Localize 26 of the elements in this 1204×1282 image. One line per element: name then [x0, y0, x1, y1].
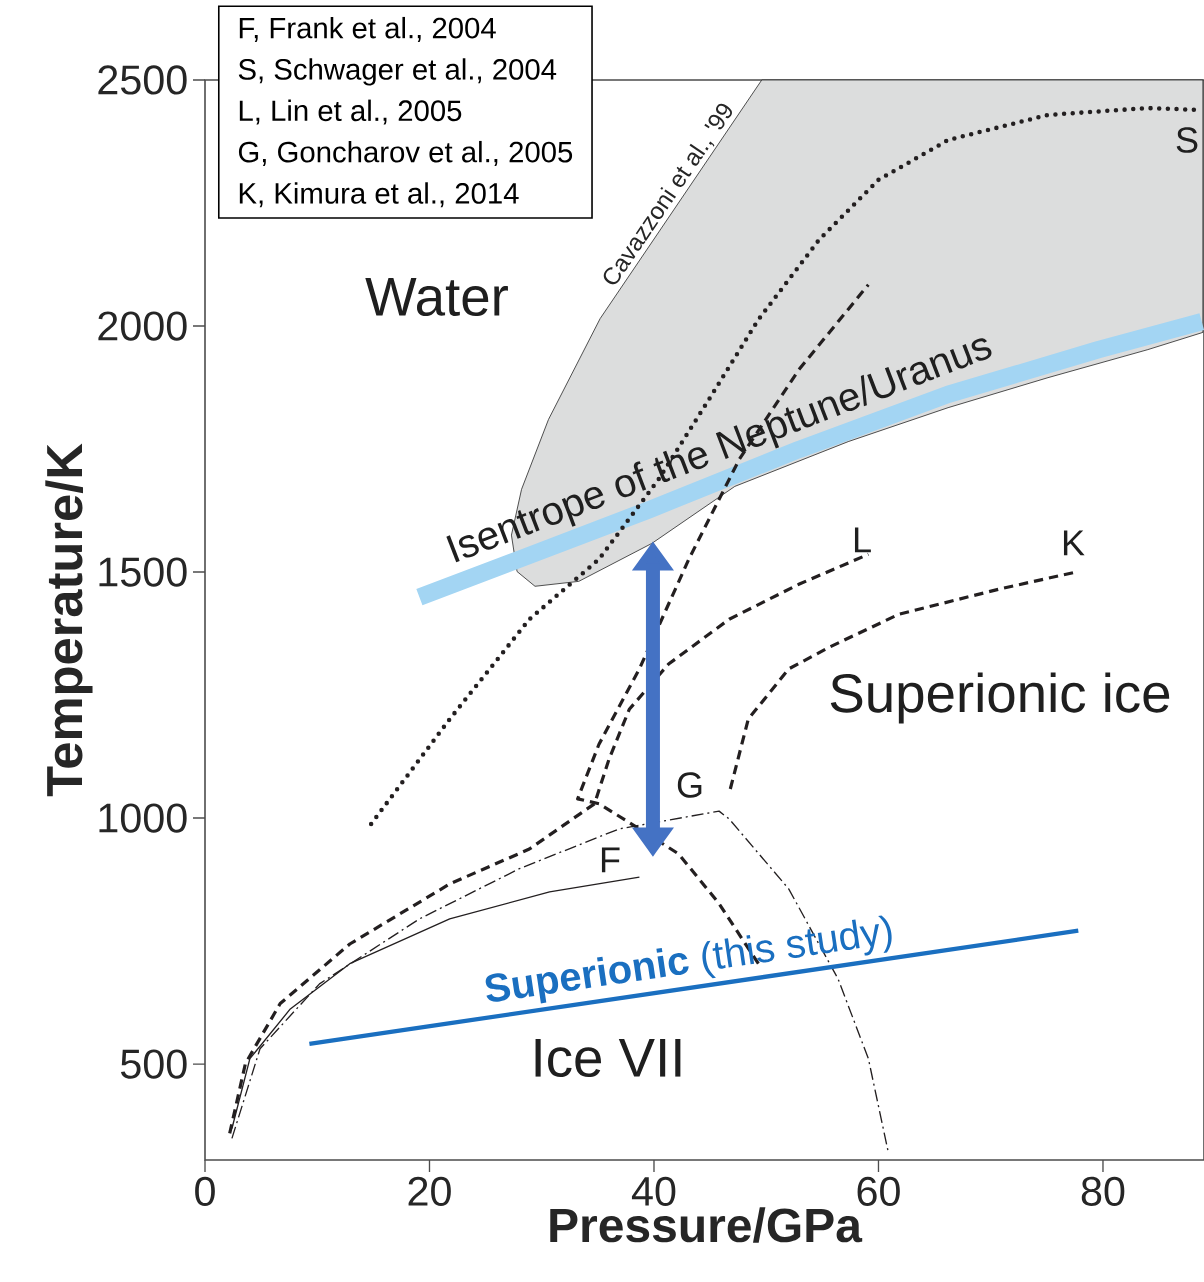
annotation: L, Lin et al., 2005 [239, 99, 462, 125]
annotation: G, Goncharov et al., 2005 [238, 140, 573, 166]
y-tick-label: 2500 [98, 65, 187, 95]
x-tick-label: 20 [408, 1176, 451, 1206]
y-tick-label: 2000 [98, 311, 187, 341]
annotation: Superionic ice [830, 672, 1170, 724]
annotation: S [1176, 127, 1198, 153]
x-tick-label: 40 [631, 1176, 676, 1206]
annotation: K, Kimura et al., 2014 [239, 182, 519, 208]
annotation: G [677, 772, 702, 798]
annotation: Water [365, 277, 508, 317]
y-tick-label: 500 [120, 1049, 187, 1079]
x-tick-label: 60 [857, 1176, 900, 1206]
text: F, Frank et al., 2004 [239, 16, 496, 42]
y-tick-label: 1500 [99, 557, 187, 587]
y-tick-label: 1000 [99, 803, 187, 833]
x-tick-label: 80 [1081, 1176, 1125, 1206]
x-tick-label: 0 [195, 1176, 215, 1206]
x-axis-title: Pressure/GPa [550, 1207, 863, 1243]
y-axis-title: Temperature/K [45, 443, 93, 797]
text: Superionic (this study) [485, 915, 892, 1004]
annotation: L [854, 527, 871, 553]
annotation: K [1063, 530, 1085, 556]
annotation: S, Schwager et al., 2004 [238, 58, 557, 86]
annotation: Ice VII [535, 1038, 681, 1078]
annotation: F [601, 847, 620, 873]
